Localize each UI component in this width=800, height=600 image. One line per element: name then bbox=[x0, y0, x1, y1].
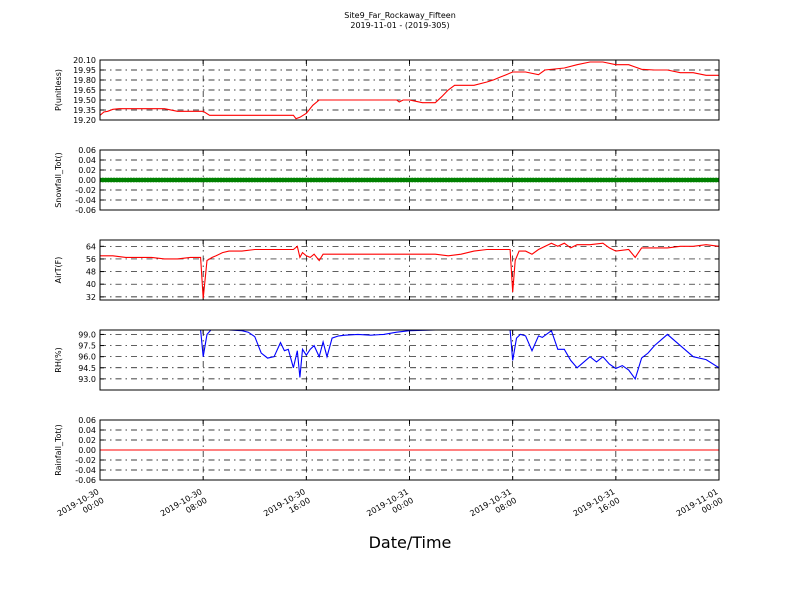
y-tick-label: -0.04 bbox=[75, 466, 96, 475]
y-tick-label: 19.35 bbox=[73, 106, 96, 115]
y-tick-label: 0.02 bbox=[78, 436, 96, 445]
panel-2: 0.060.040.020.00-0.02-0.04-0.06 Snowfall_… bbox=[54, 146, 720, 215]
panel-4: 99.0 97.5 96.0 94.5 93.0 RH(%) bbox=[54, 329, 720, 391]
y-tick-label: 19.65 bbox=[73, 86, 96, 95]
y-tick-label: -0.02 bbox=[75, 456, 96, 465]
axes-frame bbox=[99, 59, 720, 121]
x-axis-label: Date/Time bbox=[368, 533, 452, 552]
y-tick-label: 93.0 bbox=[78, 375, 96, 384]
y-axis-label: AirT(F) bbox=[54, 257, 63, 284]
y-tick-label: 0.04 bbox=[78, 156, 96, 165]
axes-frame bbox=[99, 149, 720, 211]
series-line bbox=[100, 330, 719, 381]
y-tick-label: 0.06 bbox=[78, 416, 96, 425]
y-tick-label: 64 bbox=[86, 242, 96, 251]
y-tick-label: 0.00 bbox=[78, 176, 96, 185]
series-line bbox=[100, 242, 719, 299]
y-tick-label: 40 bbox=[86, 280, 96, 289]
chart-subtitle: 2019-11-01 - (2019-305) bbox=[350, 21, 450, 30]
y-tick-label: 19.50 bbox=[73, 96, 96, 105]
data-point bbox=[716, 177, 719, 183]
y-tick-label: 99.0 bbox=[78, 330, 96, 339]
y-tick-label: -0.06 bbox=[75, 476, 96, 485]
y-tick-label: 94.5 bbox=[78, 364, 96, 373]
y-tick-label: -0.06 bbox=[75, 206, 96, 215]
y-tick-label: 19.80 bbox=[73, 76, 96, 85]
y-tick-label: 56 bbox=[86, 255, 96, 264]
y-tick-label: 0.00 bbox=[78, 446, 96, 455]
chart-title: Site9_Far_Rockaway_Fifteen bbox=[344, 11, 456, 20]
y-tick-label: 0.04 bbox=[78, 426, 96, 435]
y-axis-label: Rainfall_Tot() bbox=[54, 424, 63, 476]
panel-3: 64 56 48 40 32 AirT(F) bbox=[54, 239, 720, 302]
axes-frame bbox=[99, 239, 720, 301]
y-tick-label: 96.0 bbox=[78, 353, 96, 362]
y-tick-label: 97.5 bbox=[78, 342, 96, 351]
y-axis-label: RH(%) bbox=[54, 347, 63, 372]
axes-frame bbox=[99, 419, 720, 481]
axes-frame bbox=[99, 329, 720, 391]
y-axis-label: Snowfall_Tot() bbox=[54, 152, 63, 208]
y-tick-label: 19.20 bbox=[73, 116, 96, 125]
panel-5: 0.060.040.020.00-0.02-0.04-0.06 Rainfall_… bbox=[54, 416, 720, 485]
y-tick-label: 20.10 bbox=[73, 56, 96, 65]
y-tick-label: 48 bbox=[86, 268, 96, 277]
y-tick-label: -0.02 bbox=[75, 186, 96, 195]
y-tick-label: 0.06 bbox=[78, 146, 96, 155]
y-tick-label: 32 bbox=[86, 293, 96, 302]
y-tick-label: -0.04 bbox=[75, 196, 96, 205]
y-axis-label: P(unitless) bbox=[54, 69, 63, 111]
y-tick-label: 0.02 bbox=[78, 166, 96, 175]
series-line bbox=[100, 61, 719, 120]
y-tick-label: 19.95 bbox=[73, 66, 96, 75]
